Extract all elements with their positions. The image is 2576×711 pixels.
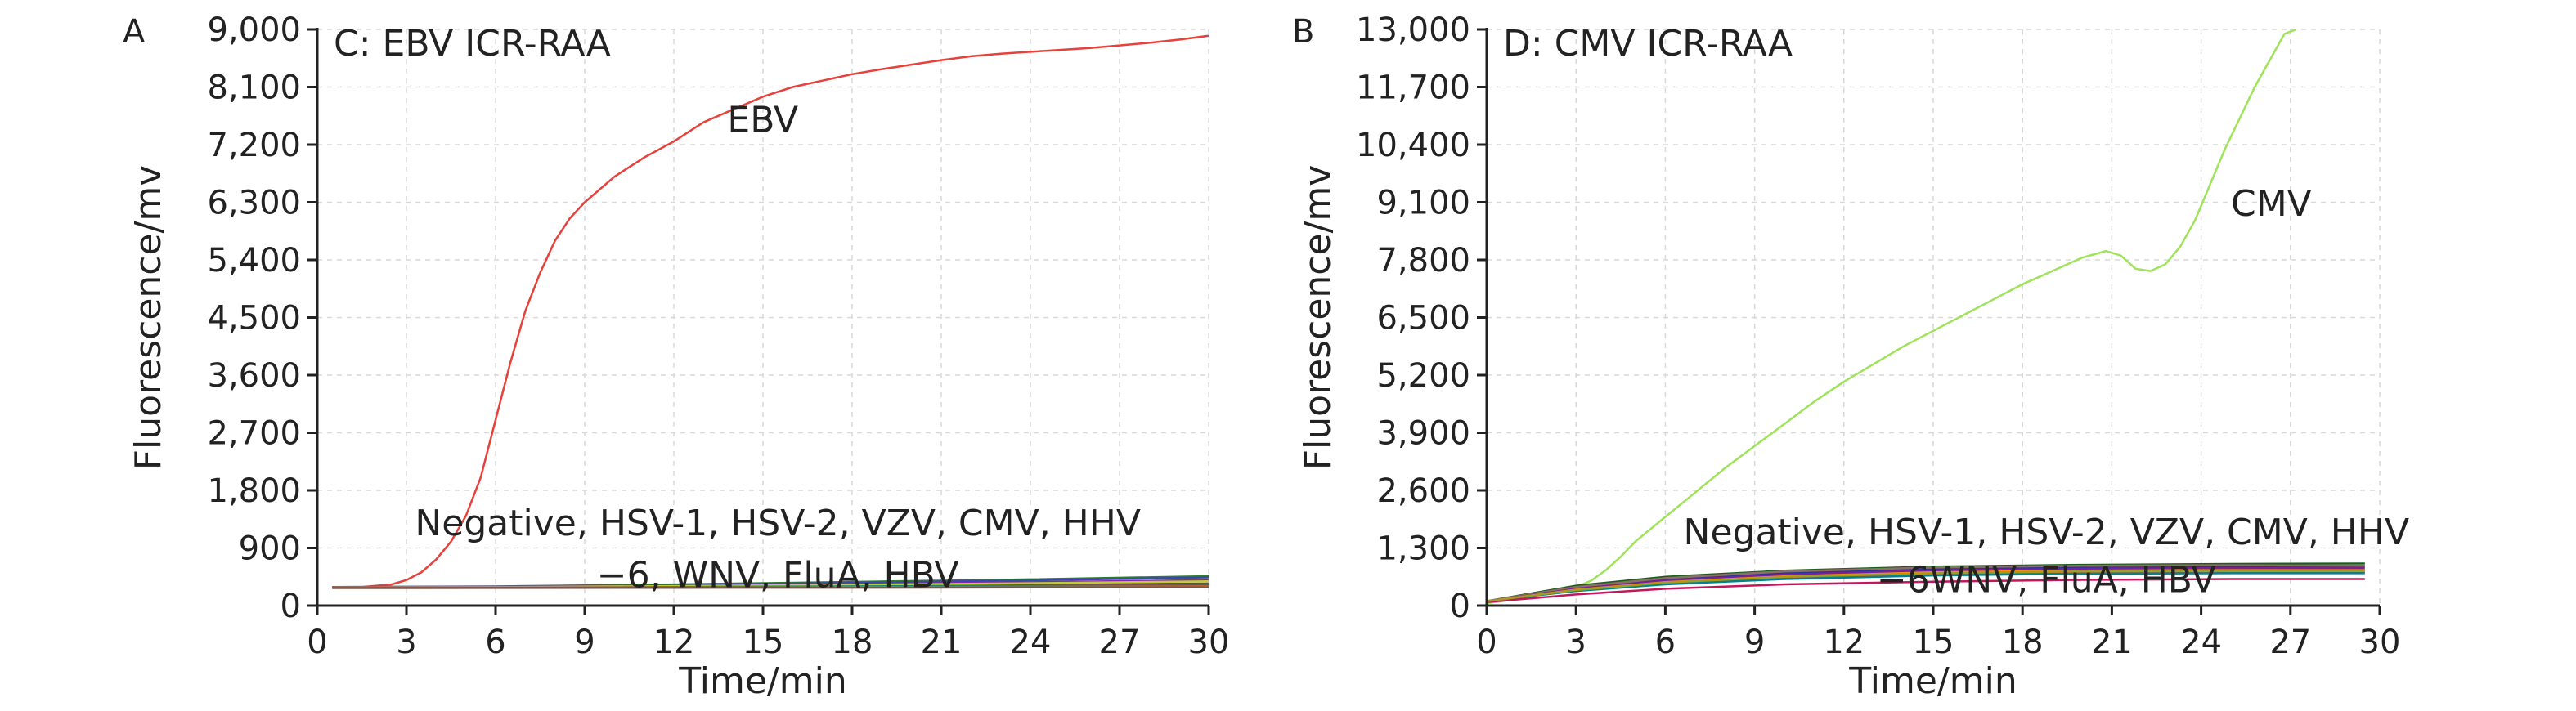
x-tick-label: 9 [1744, 624, 1765, 661]
x-tick-label: 0 [307, 624, 327, 661]
y-tick-label: 1,300 [1376, 530, 1470, 568]
panel-letter: A [123, 13, 146, 51]
x-tick-label: 30 [1188, 624, 1230, 661]
x-axis-title: Time/min [678, 660, 846, 702]
x-tick-label: 15 [1913, 624, 1954, 661]
x-tick-label: 18 [2002, 624, 2044, 661]
y-tick-label: 4,500 [207, 300, 301, 338]
y-tick-label: 7,200 [207, 127, 301, 164]
chart-title: C: EBV ICR-RAA [334, 23, 611, 65]
x-tick-label: 21 [921, 624, 963, 661]
y-tick-label: 3,900 [1376, 415, 1470, 453]
x-tick-label: 27 [2269, 624, 2311, 661]
y-tick-label: 5,200 [1376, 357, 1470, 395]
y-tick-label: 7,800 [1376, 242, 1470, 279]
panel-letter: B [1292, 13, 1314, 51]
y-tick-label: 2,700 [207, 415, 301, 453]
x-tick-label: 30 [2359, 624, 2401, 661]
x-tick-label: 6 [485, 624, 505, 661]
series-line [1486, 570, 2365, 602]
y-tick-label: 6,500 [1376, 300, 1470, 338]
y-tick-label: 13,000 [1356, 11, 1470, 49]
y-tick-label: 2,600 [1376, 472, 1470, 510]
annotation-label: EBV [727, 99, 798, 141]
y-tick-label: 10,400 [1356, 127, 1470, 164]
x-axis-title: Time/min [1848, 660, 2017, 702]
x-tick-label: 12 [653, 624, 695, 661]
x-tick-label: 18 [832, 624, 873, 661]
y-tick-label: 1,800 [207, 472, 301, 510]
x-tick-label: 21 [2091, 624, 2133, 661]
y-axis-title: Fluorescence/mv [128, 165, 169, 471]
series-line-ebv [332, 34, 1209, 588]
annotation-label: Negative, HSV-1, HSV-2, VZV, CMV, HHV [415, 503, 1141, 544]
y-tick-label: 9,100 [1376, 185, 1470, 222]
x-tick-label: 12 [1823, 624, 1865, 661]
x-tick-label: 24 [1010, 624, 1052, 661]
series-line-cmv [1486, 28, 2297, 605]
y-tick-label: 11,700 [1356, 69, 1470, 107]
y-tick-label: 0 [280, 588, 301, 625]
x-tick-label: 3 [396, 624, 416, 661]
annotation-label: −6, WNV, FluA, HBV [597, 554, 959, 596]
series-line [1486, 564, 2365, 602]
y-tick-label: 8,100 [207, 69, 301, 107]
chart-panel-b: 0 1,300 2,600 3,900 5,200 6,500 7,800 9,100 10,4… [1292, 11, 2409, 702]
x-tick-label: 6 [1655, 624, 1676, 661]
chart-panel-a: 0 900 1,800 2,700 3,600 4,500 5,400 6,300 7,200 8… [123, 11, 1229, 702]
y-tick-label: 5,400 [207, 242, 301, 279]
x-tick-label: 9 [574, 624, 595, 661]
y-axis-title: Fluorescence/mv [1297, 165, 1339, 471]
y-tick-label: 6,300 [207, 185, 301, 222]
x-tick-label: 3 [1565, 624, 1586, 661]
y-tick-label: 900 [239, 530, 301, 568]
series-line [1486, 572, 2365, 602]
series-line [1486, 578, 2365, 603]
chart-title: D: CMV ICR-RAA [1503, 23, 1793, 65]
annotation-label: CMV [2231, 183, 2312, 225]
x-tick-label: 15 [743, 624, 784, 661]
annotation-label: −6WNV, FluA, HBV [1877, 560, 2216, 601]
x-tick-label: 24 [2180, 624, 2222, 661]
annotation-label: Negative, HSV-1, HSV-2, VZV, CMV, HHV [1684, 512, 2410, 553]
y-tick-label: 9,000 [207, 11, 301, 49]
x-tick-label: 0 [1476, 624, 1497, 661]
x-tick-label: 27 [1099, 624, 1141, 661]
y-tick-label: 0 [1450, 588, 1470, 625]
y-tick-label: 3,600 [207, 357, 301, 395]
